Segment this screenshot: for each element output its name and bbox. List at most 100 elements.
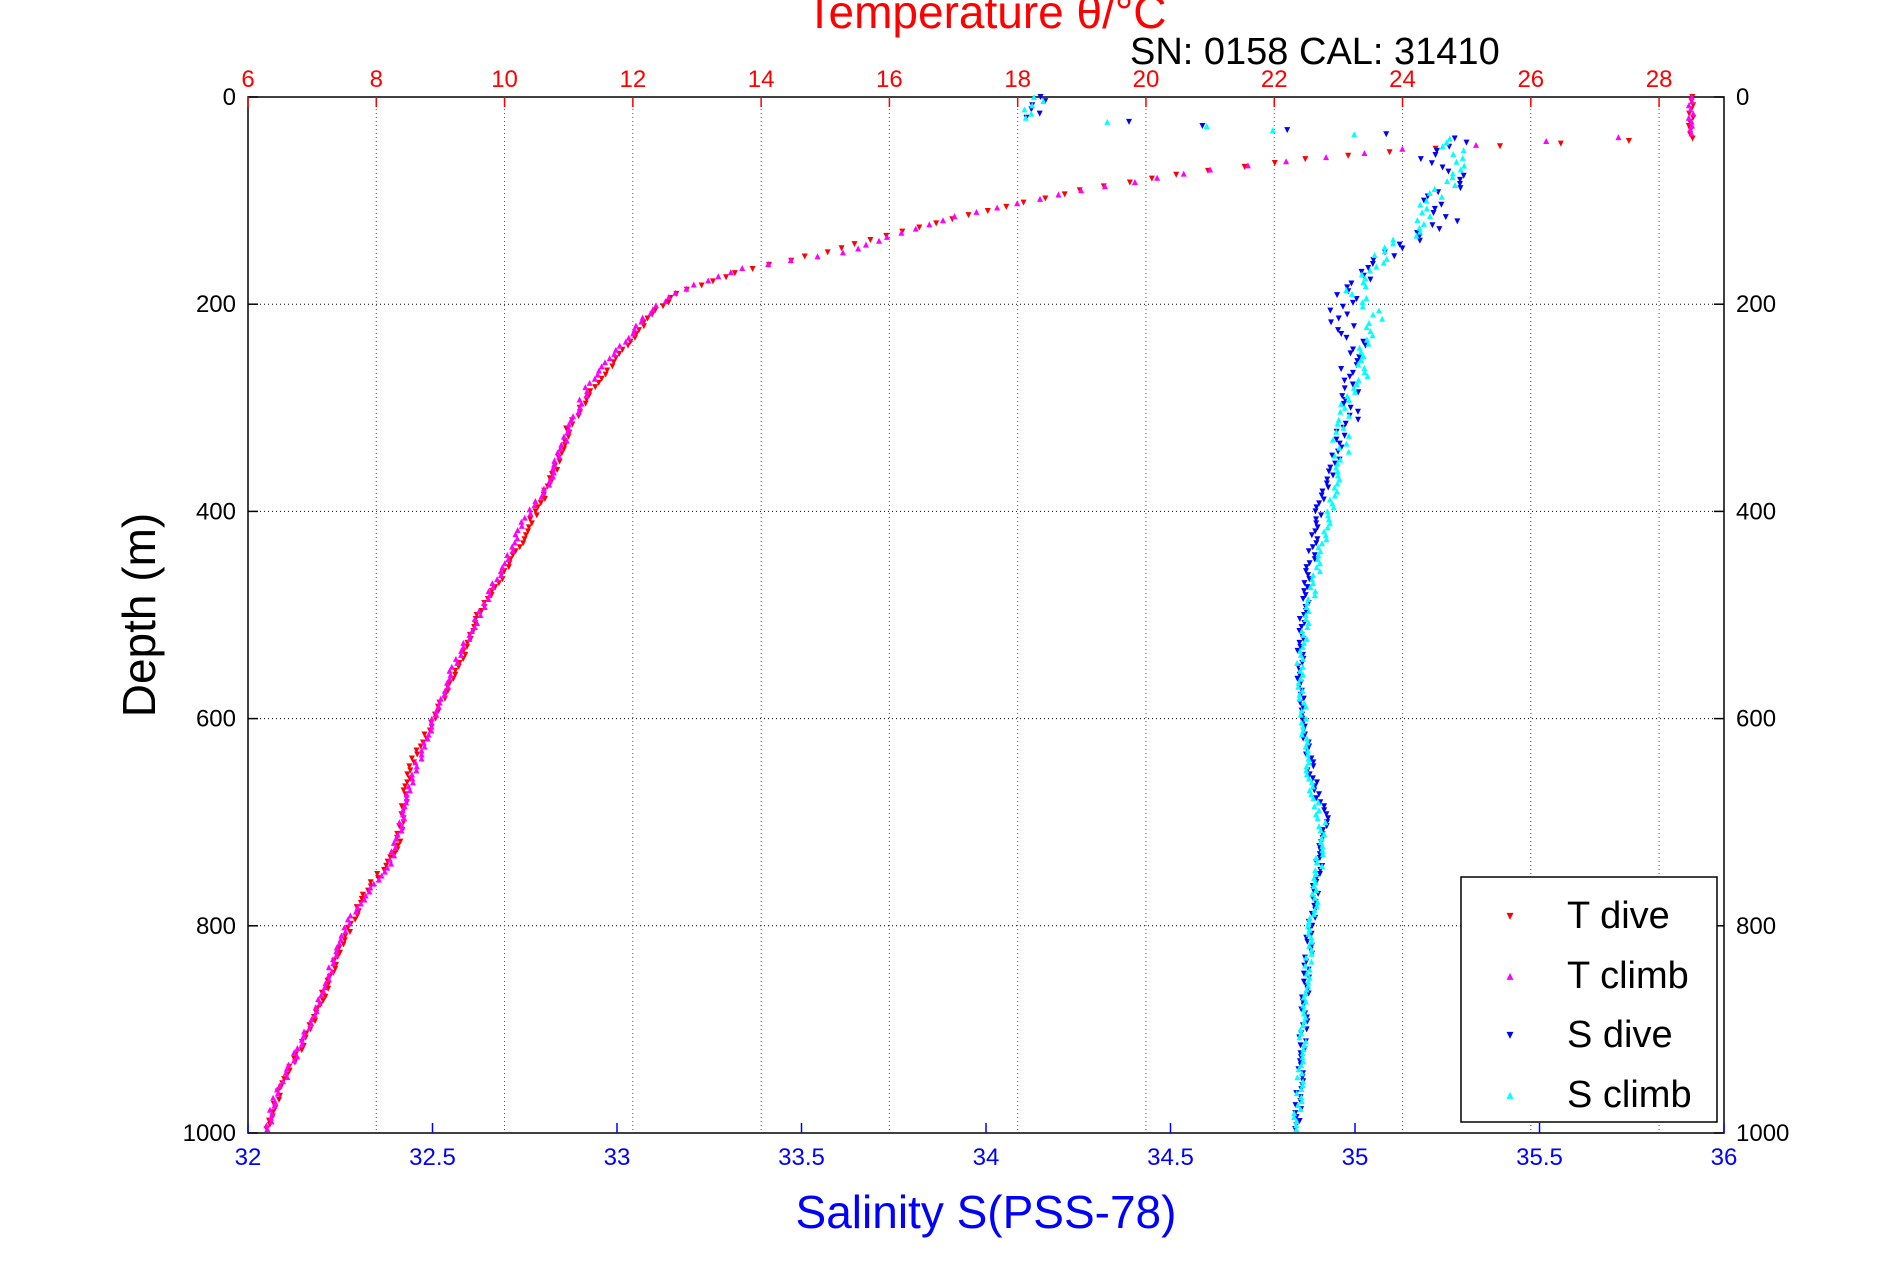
data-point	[501, 560, 508, 567]
data-point	[1326, 520, 1333, 527]
data-point	[1306, 926, 1313, 933]
data-point	[1557, 140, 1564, 147]
data-point	[1336, 440, 1343, 447]
data-point	[325, 964, 332, 971]
data-point	[1313, 516, 1320, 523]
data-point	[338, 932, 345, 939]
data-point	[635, 327, 642, 334]
data-point	[1291, 1110, 1298, 1117]
data-point	[1297, 651, 1304, 658]
data-point	[1454, 218, 1461, 225]
data-point	[1349, 381, 1356, 388]
data-point	[1298, 731, 1305, 738]
data-point	[1303, 998, 1310, 1005]
data-point	[527, 510, 534, 517]
data-point	[1356, 354, 1363, 361]
data-point	[272, 1098, 279, 1105]
data-point	[1036, 110, 1043, 117]
data-point	[391, 852, 398, 859]
data-point	[1319, 488, 1326, 495]
data-point	[556, 458, 563, 465]
data-point	[330, 960, 337, 967]
data-point	[1309, 544, 1316, 551]
data-point	[1304, 600, 1311, 607]
data-point	[466, 631, 473, 638]
data-point	[1417, 201, 1424, 208]
data-point	[1203, 123, 1210, 130]
data-point	[563, 437, 570, 444]
data-point	[1351, 384, 1358, 391]
data-point	[1362, 283, 1369, 290]
x-bottom-tick-label: 34.5	[1147, 1144, 1194, 1171]
data-point	[538, 493, 545, 500]
data-point	[1366, 267, 1373, 274]
data-point	[625, 334, 632, 341]
data-point	[1302, 615, 1309, 622]
data-point	[531, 502, 538, 509]
y-tick-label-left: 0	[223, 84, 236, 111]
data-point	[1350, 346, 1357, 353]
data-point	[1360, 353, 1367, 359]
data-point	[284, 1074, 291, 1081]
data-point	[1370, 311, 1377, 318]
data-point	[1302, 612, 1309, 618]
data-point	[1383, 131, 1390, 138]
data-point	[1298, 623, 1305, 630]
data-point	[1337, 456, 1344, 463]
data-point	[1305, 608, 1312, 615]
data-point	[413, 763, 420, 770]
data-point	[1308, 532, 1315, 539]
data-point	[1333, 436, 1340, 443]
data-point	[497, 572, 504, 579]
data-point	[1308, 938, 1315, 945]
data-point	[454, 659, 461, 666]
data-point	[1315, 807, 1322, 814]
data-point	[1324, 476, 1331, 483]
data-point	[1304, 739, 1311, 746]
data-point	[276, 1082, 283, 1089]
data-point	[1344, 311, 1351, 318]
data-point	[1304, 751, 1311, 758]
data-point	[1298, 1094, 1305, 1101]
data-point	[576, 396, 583, 403]
data-point	[1436, 226, 1443, 233]
data-point	[1297, 675, 1304, 682]
data-point	[1309, 775, 1316, 782]
data-point	[370, 880, 377, 887]
data-point	[1338, 400, 1345, 407]
data-point	[1365, 340, 1372, 347]
data-point	[403, 791, 410, 798]
data-point	[1309, 580, 1316, 587]
data-point	[298, 1036, 305, 1043]
data-point	[1343, 286, 1350, 293]
data-point	[1317, 827, 1324, 834]
data-point	[1303, 715, 1310, 722]
data-point	[1416, 224, 1423, 231]
data-point	[1456, 181, 1463, 188]
data-point	[1308, 934, 1315, 941]
data-point	[1334, 480, 1341, 487]
data-point	[1125, 118, 1132, 125]
data-point	[1321, 803, 1328, 810]
data-point	[313, 1008, 320, 1015]
data-point	[322, 980, 329, 987]
data-point	[1688, 130, 1695, 137]
data-point	[1449, 170, 1456, 177]
data-point	[787, 257, 794, 264]
data-point	[1300, 1046, 1307, 1053]
data-point	[1343, 440, 1350, 447]
data-point	[611, 350, 618, 357]
data-point	[1302, 703, 1309, 710]
data-point	[428, 719, 435, 726]
data-point	[312, 1004, 319, 1011]
data-point	[1379, 315, 1386, 322]
x-bottom-tick-label: 35	[1342, 1144, 1369, 1171]
data-point	[485, 588, 492, 595]
data-point	[512, 548, 519, 555]
data-point	[1463, 139, 1470, 146]
data-point	[1336, 444, 1343, 451]
data-point	[1369, 261, 1376, 268]
data-point	[518, 518, 525, 525]
data-point	[428, 715, 435, 722]
data-point	[1330, 504, 1337, 511]
